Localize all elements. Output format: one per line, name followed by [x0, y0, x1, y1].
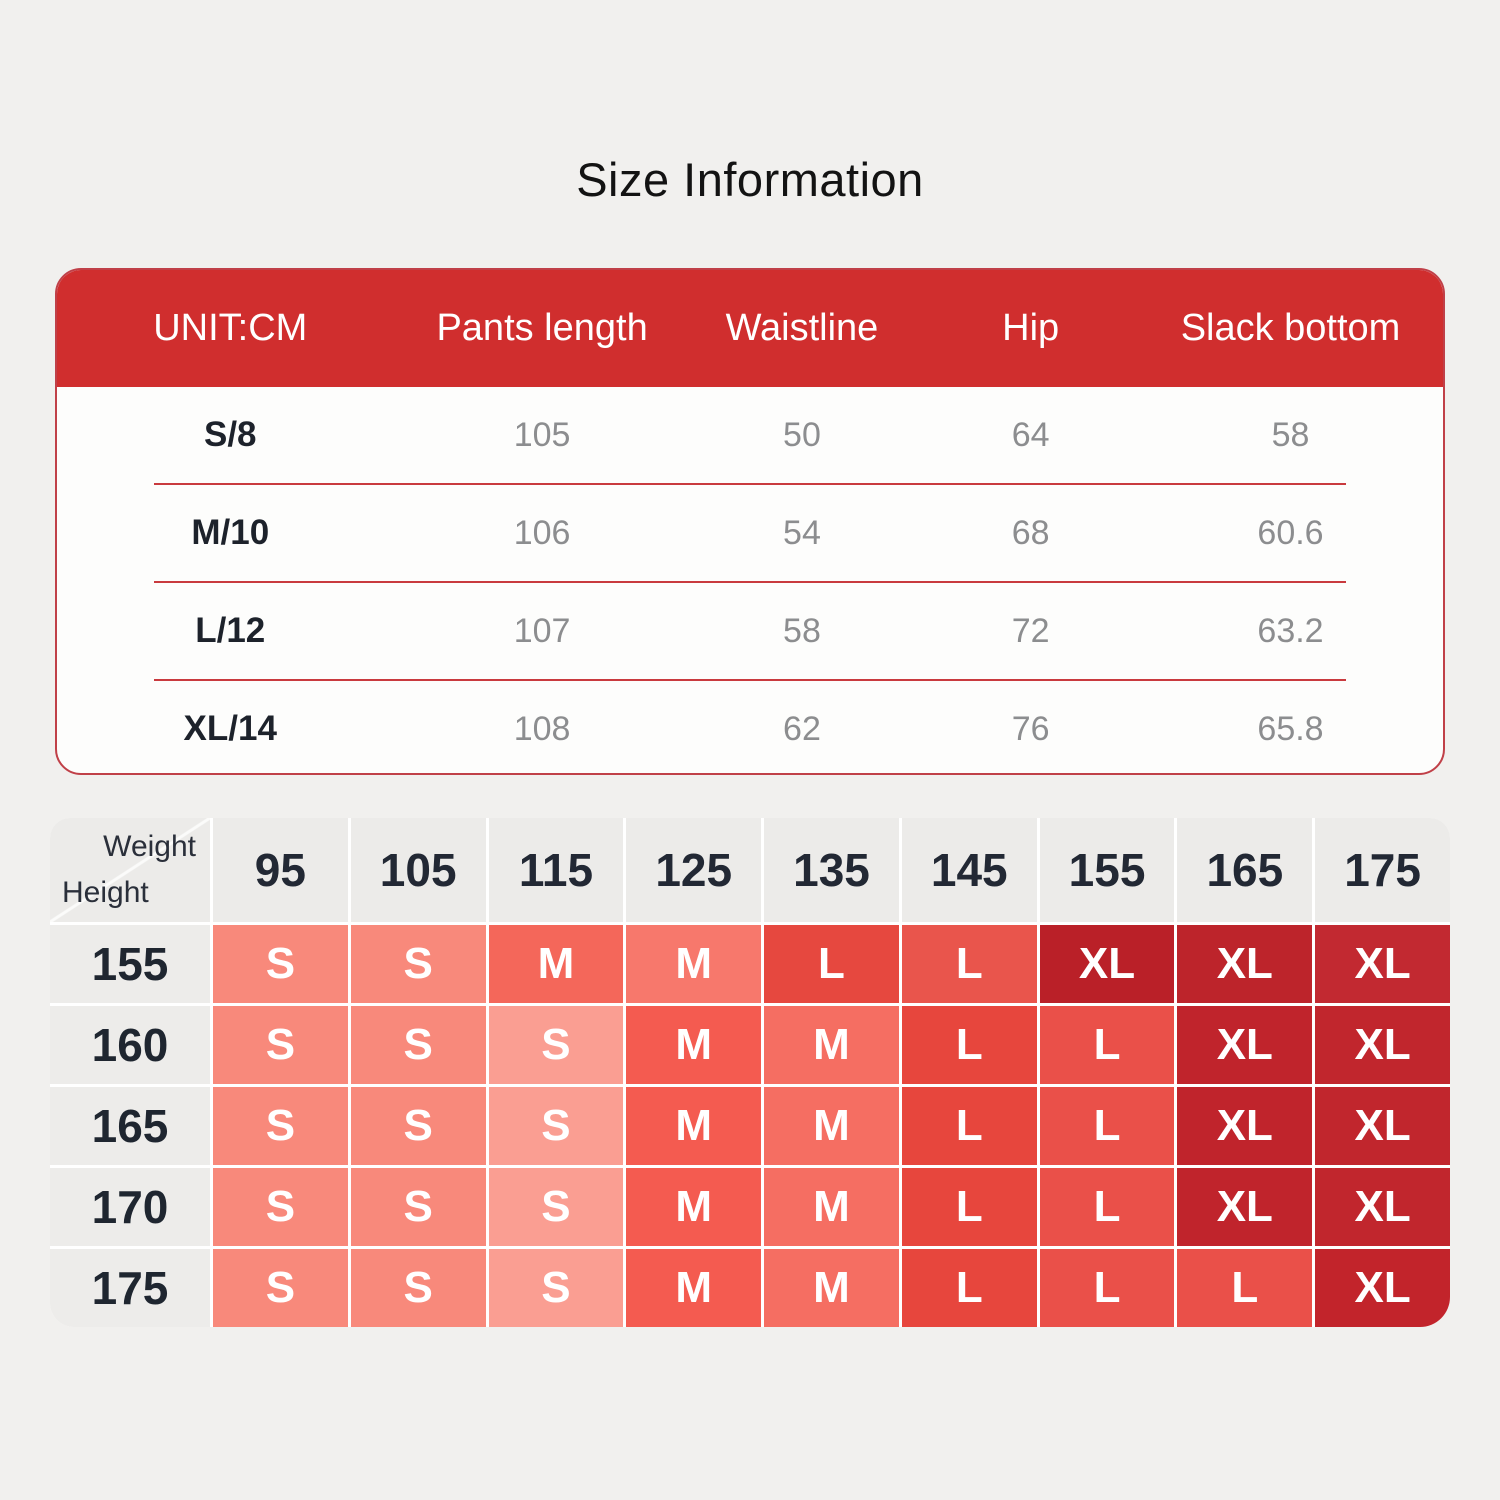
- size-value: 60.6: [1257, 513, 1324, 552]
- page-title: Size Information: [576, 153, 924, 206]
- corner-weight-label: Weight: [103, 830, 196, 863]
- matrix-size-cell: S: [488, 1249, 624, 1327]
- weight-header-cell: 155: [1039, 818, 1175, 922]
- weight-header-cell: 135: [764, 818, 899, 922]
- size-table-row: L/12 107 58 72 63.2: [57, 583, 1443, 679]
- weight-header-cell: 95: [213, 818, 348, 922]
- matrix-size-cell: L: [1039, 1168, 1175, 1246]
- matrix-size-cell: S: [350, 1168, 486, 1246]
- size-value: 58: [1271, 415, 1310, 454]
- matrix-size-cell: L: [1177, 1249, 1313, 1327]
- matrix-size-cell: M: [764, 1249, 899, 1327]
- matrix-size-cell: L: [901, 1249, 1037, 1327]
- matrix-size-cell: XL: [1315, 1087, 1450, 1165]
- size-label: S/8: [203, 415, 257, 454]
- matrix-size-cell: XL: [1177, 1168, 1313, 1246]
- matrix-size-cell: XL: [1315, 1168, 1450, 1246]
- matrix-size-cell: M: [626, 1168, 762, 1246]
- matrix-size-cell: S: [488, 1087, 624, 1165]
- matrix-size-cell: L: [901, 1006, 1037, 1084]
- matrix-size-cell: M: [488, 925, 624, 1003]
- column-header: Waistline: [725, 307, 879, 349]
- matrix-size-cell: L: [1039, 1249, 1175, 1327]
- weight-header-cell: 145: [901, 818, 1037, 922]
- weight-header-cell: 115: [488, 818, 624, 922]
- unit-label: UNIT:CM: [153, 307, 308, 349]
- matrix-size-cell: S: [350, 1087, 486, 1165]
- size-table-header-row: UNIT:CM Pants length Waistline Hip Slack bot…: [57, 270, 1443, 387]
- matrix-size-cell: L: [901, 1168, 1037, 1246]
- size-value: 68: [1011, 513, 1050, 552]
- matrix-size-cell: M: [626, 925, 762, 1003]
- corner-height-label: Height: [62, 876, 149, 909]
- matrix-size-cell: L: [1039, 1006, 1175, 1084]
- row-separator: [154, 483, 1346, 485]
- column-header: Slack bottom: [1180, 307, 1401, 349]
- matrix-size-cell: S: [213, 1006, 348, 1084]
- size-value: 50: [783, 415, 821, 454]
- size-value: 64: [1011, 415, 1050, 454]
- matrix-size-cell: S: [350, 925, 486, 1003]
- matrix-size-cell: S: [488, 1168, 624, 1246]
- size-value: 108: [513, 709, 571, 748]
- size-table-row: S/8 105 50 64 58: [57, 387, 1443, 483]
- matrix-size-cell: XL: [1177, 1087, 1313, 1165]
- matrix-size-cell: XL: [1039, 925, 1175, 1003]
- matrix-size-cell: L: [901, 1087, 1037, 1165]
- matrix-size-cell: M: [626, 1006, 762, 1084]
- matrix-size-cell: S: [213, 925, 348, 1003]
- size-value: 62: [783, 709, 821, 748]
- size-value: 106: [513, 513, 571, 552]
- matrix-corner-cell: Weight Height: [50, 818, 210, 922]
- height-header-cell: 165: [50, 1087, 210, 1165]
- matrix-size-cell: S: [350, 1249, 486, 1327]
- matrix-size-cell: M: [764, 1006, 899, 1084]
- matrix-size-cell: L: [764, 925, 899, 1003]
- height-header-cell: 175: [50, 1249, 210, 1327]
- size-table-row: M/10 106 54 68 60.6: [57, 485, 1443, 581]
- matrix-size-cell: M: [626, 1249, 762, 1327]
- matrix-size-cell: S: [213, 1168, 348, 1246]
- row-separator: [154, 581, 1346, 583]
- matrix-size-cell: L: [901, 925, 1037, 1003]
- matrix-size-cell: M: [764, 1168, 899, 1246]
- size-value: 54: [783, 513, 821, 552]
- size-matrix: Weight Height 95 105 115 125 135 145 155 165 175…: [50, 818, 1450, 1327]
- weight-header-cell: 165: [1177, 818, 1313, 922]
- size-value: 58: [783, 611, 821, 650]
- matrix-size-cell: M: [626, 1087, 762, 1165]
- size-value: 63.2: [1257, 611, 1324, 650]
- weight-header-cell: 105: [350, 818, 486, 922]
- matrix-size-cell: S: [488, 1006, 624, 1084]
- matrix-size-cell: XL: [1315, 1249, 1450, 1327]
- row-separator: [154, 679, 1346, 681]
- weight-header-cell: 125: [626, 818, 762, 922]
- size-label: M/10: [191, 513, 270, 552]
- matrix-size-cell: S: [213, 1087, 348, 1165]
- matrix-size-cell: S: [350, 1006, 486, 1084]
- weight-header-cell: 175: [1315, 818, 1450, 922]
- height-header-cell: 155: [50, 925, 210, 1003]
- size-label: XL/14: [183, 709, 277, 748]
- size-value: 65.8: [1257, 709, 1324, 748]
- height-header-cell: 160: [50, 1006, 210, 1084]
- size-table-card: UNIT:CM Pants length Waistline Hip Slack bot…: [55, 268, 1445, 775]
- size-table-row: XL/14 108 62 76 65.8: [57, 681, 1443, 773]
- column-header: Hip: [1002, 307, 1060, 349]
- matrix-size-cell: XL: [1177, 1006, 1313, 1084]
- matrix-size-cell: S: [213, 1249, 348, 1327]
- matrix-size-cell: XL: [1315, 925, 1450, 1003]
- size-value: 105: [513, 415, 571, 454]
- size-table-rows: S/8 105 50 64 58 M/10 106 54 68 60.6 L/12 107 58 72 63…: [57, 387, 1443, 773]
- size-value: 107: [513, 611, 571, 650]
- matrix-size-cell: XL: [1177, 925, 1313, 1003]
- matrix-size-cell: M: [764, 1087, 899, 1165]
- size-value: 72: [1011, 611, 1050, 650]
- matrix-size-cell: L: [1039, 1087, 1175, 1165]
- size-value: 76: [1011, 709, 1050, 748]
- size-label: L/12: [195, 611, 266, 650]
- column-header: Pants length: [436, 307, 648, 349]
- height-header-cell: 170: [50, 1168, 210, 1246]
- matrix-size-cell: XL: [1315, 1006, 1450, 1084]
